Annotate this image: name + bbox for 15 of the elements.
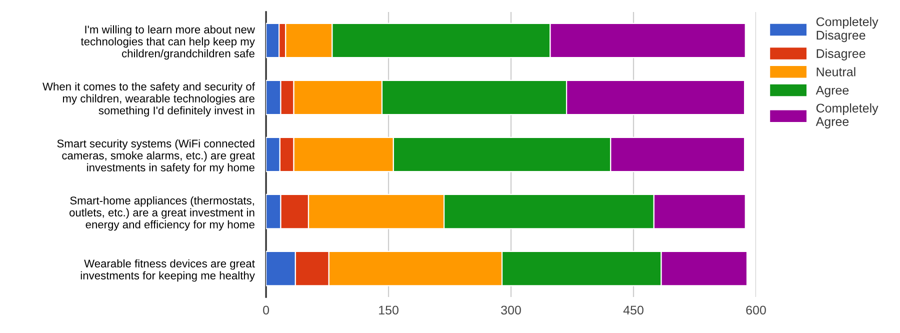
y-tick-label: Wearable fitness devices are great investments for keeping me healthy <box>80 259 255 282</box>
legend-label: Agree <box>816 86 849 98</box>
y-tick-label: Smart-home appliances (thermostats, outlets, etc.) are a great investment in energy and efficiency for my home <box>70 196 254 231</box>
x-tick-label: 300 <box>501 306 521 315</box>
x-tick-label: 600 <box>746 306 766 315</box>
y-tick-label: Smart security systems (WiFi connected cameras, smoke alarms, etc.) are great investments in safety for my home <box>57 139 255 174</box>
y-tick-label: When it comes to the safety and security of my children, wearable technologies are something I'd definitely invest in <box>42 82 255 117</box>
legend-label: Neutral <box>816 67 856 76</box>
y-tick-label: I'm willing to learn more about new technologies that can help keep my children/grandchildren safe <box>80 25 255 60</box>
legend-label: Completely Agree <box>816 103 878 128</box>
legend-label: Disagree <box>816 48 866 60</box>
x-tick-label: 150 <box>379 306 398 315</box>
legend-label: Completely Disagree <box>816 16 878 42</box>
x-tick-label: 0 <box>263 306 270 315</box>
x-tick-label: 450 <box>623 306 644 315</box>
